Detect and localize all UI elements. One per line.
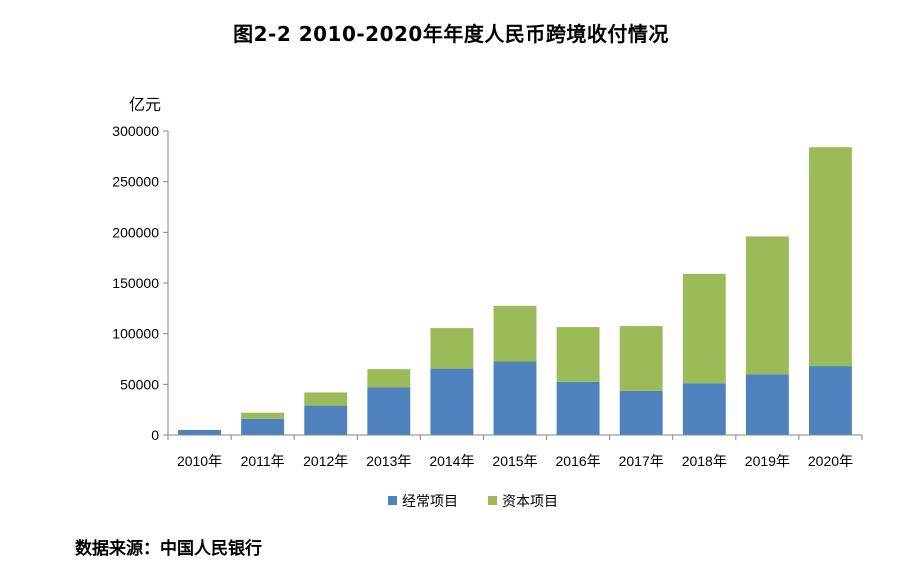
x-tick-label: 2019年 — [745, 453, 790, 469]
x-tick-label: 2013年 — [366, 453, 411, 469]
bar-current-account — [556, 381, 600, 435]
x-tick-label: 2016年 — [556, 453, 601, 469]
y-tick-label: 150000 — [112, 275, 159, 291]
y-tick-label: 100000 — [112, 326, 159, 342]
x-tick-label: 2020年 — [808, 453, 853, 469]
bar-capital-account — [619, 326, 663, 391]
x-tick-label: 2017年 — [619, 453, 664, 469]
bar-capital-account — [493, 305, 537, 362]
x-tick-label: 2010年 — [177, 453, 222, 469]
y-tick-label: 250000 — [112, 174, 159, 190]
x-tick-label: 2012年 — [303, 453, 348, 469]
bar-current-account — [367, 387, 411, 435]
bar-current-account — [745, 374, 789, 435]
bar-current-account — [241, 418, 285, 435]
y-tick-label: 0 — [151, 427, 159, 443]
y-tick-label: 300000 — [112, 123, 159, 139]
x-tick-label: 2014年 — [429, 453, 474, 469]
bar-capital-account — [809, 147, 852, 367]
legend-label: 经常项目 — [402, 494, 458, 510]
x-tick-label: 2011年 — [241, 453, 285, 469]
bar-capital-account — [304, 392, 348, 406]
y-tick-label: 50000 — [120, 376, 159, 392]
y-tick-label: 200000 — [112, 224, 159, 240]
x-tick-label: 2015年 — [492, 453, 537, 469]
bar-current-account — [619, 390, 663, 435]
legend-label: 资本项目 — [502, 494, 558, 510]
chart-title: 图2-2 2010-2020年年度人民币跨境收付情况 — [233, 22, 669, 46]
data-source-note: 数据来源：中国人民银行 — [75, 539, 262, 559]
bar-current-account — [304, 405, 348, 435]
legend-swatch — [488, 496, 497, 505]
y-axis-unit-label: 亿元 — [129, 95, 161, 114]
legend-swatch — [388, 496, 397, 505]
bar-capital-account — [430, 328, 474, 369]
bar-capital-account — [367, 369, 411, 388]
bar-current-account — [682, 383, 726, 435]
bar-capital-account — [745, 236, 789, 375]
bar-current-account — [178, 429, 221, 435]
bar-current-account — [809, 366, 852, 435]
bar-capital-account — [556, 327, 600, 382]
bar-current-account — [493, 361, 537, 435]
bar-capital-account — [682, 273, 726, 384]
bar-capital-account — [241, 412, 285, 419]
x-tick-label: 2018年 — [682, 453, 727, 469]
bar-current-account — [430, 368, 474, 435]
